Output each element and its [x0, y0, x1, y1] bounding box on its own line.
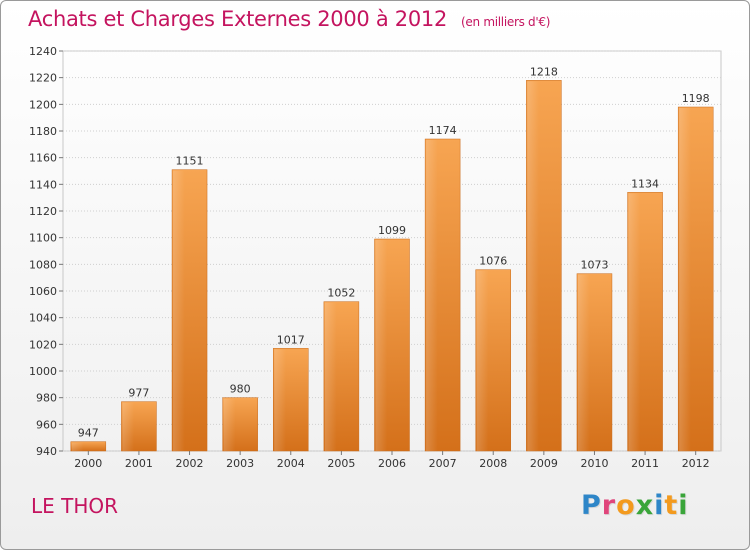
y-tick-label: 1200 [29, 98, 57, 111]
y-tick-label: 1060 [29, 285, 57, 298]
y-tick-label: 1080 [29, 258, 57, 271]
bar-value-label: 1073 [580, 259, 608, 272]
bar-value-label: 977 [128, 387, 149, 400]
y-tick-label: 1220 [29, 72, 57, 85]
bar-highlight [527, 81, 540, 451]
bar-highlight [274, 349, 286, 451]
bar-highlight [375, 240, 388, 451]
bar-highlight [223, 398, 236, 451]
chart-title-text: Achats et Charges Externes 2000 à 2012 [28, 7, 448, 31]
x-tick-label: 2005 [327, 457, 355, 470]
y-tick-label: 1180 [29, 125, 57, 138]
x-axis: 2000 2001 2002 2003 2004 2005 2006 2007 2008 2009… [74, 451, 710, 470]
y-tick-label: 1020 [29, 338, 57, 351]
bar-value-label: 1099 [378, 224, 406, 237]
town-name: LE THOR [31, 494, 119, 518]
y-tick-label: 1160 [29, 152, 57, 165]
bar-value-label: 1052 [327, 287, 355, 300]
bar-value-label: 1218 [530, 65, 558, 78]
y-axis: 940 960 980 1000 1020 1040 1060 1080 1100 1120 114… [29, 45, 63, 458]
bar-highlight [324, 302, 337, 451]
bars: 947 977 1151 980 1017 1052 1099 1174 1076 1218 107… [70, 65, 714, 452]
y-tick-label: 1000 [29, 365, 57, 378]
bar-value-label: 1017 [277, 333, 305, 346]
chart-title: Achats et Charges Externes 2000 à 2012 (e… [28, 7, 550, 31]
bar-highlight [173, 170, 185, 451]
y-tick-label: 1140 [29, 178, 57, 191]
x-tick-label: 2011 [631, 457, 659, 470]
y-tick-label: 1100 [29, 232, 57, 245]
bar-highlight [628, 193, 641, 452]
bar-value-label: 1174 [429, 124, 457, 137]
bar-highlight [679, 108, 691, 451]
y-tick-label: 940 [36, 445, 57, 458]
logo-letter: r [601, 490, 617, 521]
x-tick-label: 2004 [277, 457, 305, 470]
bar-highlight [476, 270, 489, 451]
x-tick-label: 2006 [378, 457, 406, 470]
proxiti-logo: Proxiti [581, 490, 689, 521]
bar-value-label: 1198 [682, 92, 710, 105]
bar-value-label: 1134 [631, 177, 659, 190]
x-tick-label: 2012 [682, 457, 710, 470]
y-tick-label: 1040 [29, 312, 57, 325]
bar-value-label: 1076 [479, 255, 507, 268]
x-tick-label: 2003 [226, 457, 254, 470]
bar-value-label: 947 [78, 427, 99, 440]
bar-highlight [426, 140, 438, 451]
bar-highlight [122, 402, 135, 451]
bar-value-label: 980 [230, 383, 251, 396]
x-tick-label: 2009 [530, 457, 558, 470]
x-tick-label: 2000 [74, 457, 102, 470]
logo-letter: x [635, 490, 655, 521]
x-tick-label: 2002 [176, 457, 204, 470]
x-tick-label: 2008 [479, 457, 507, 470]
chart-unit: (en milliers d'€) [461, 15, 551, 29]
logo-letter: P [581, 490, 602, 521]
logo-letter: i [678, 490, 689, 521]
y-tick-label: 1240 [29, 45, 57, 58]
bar-highlight [577, 274, 590, 451]
logo-letter: t [664, 490, 679, 521]
x-tick-label: 2007 [429, 457, 457, 470]
y-tick-label: 960 [36, 418, 57, 431]
y-tick-label: 1120 [29, 205, 57, 218]
bar-value-label: 1151 [176, 155, 204, 168]
x-tick-label: 2001 [125, 457, 153, 470]
bar-highlight [71, 442, 84, 451]
x-tick-label: 2010 [580, 457, 608, 470]
logo-letter: o [616, 490, 636, 521]
y-tick-label: 980 [36, 392, 57, 405]
logo-letter: i [654, 490, 665, 521]
